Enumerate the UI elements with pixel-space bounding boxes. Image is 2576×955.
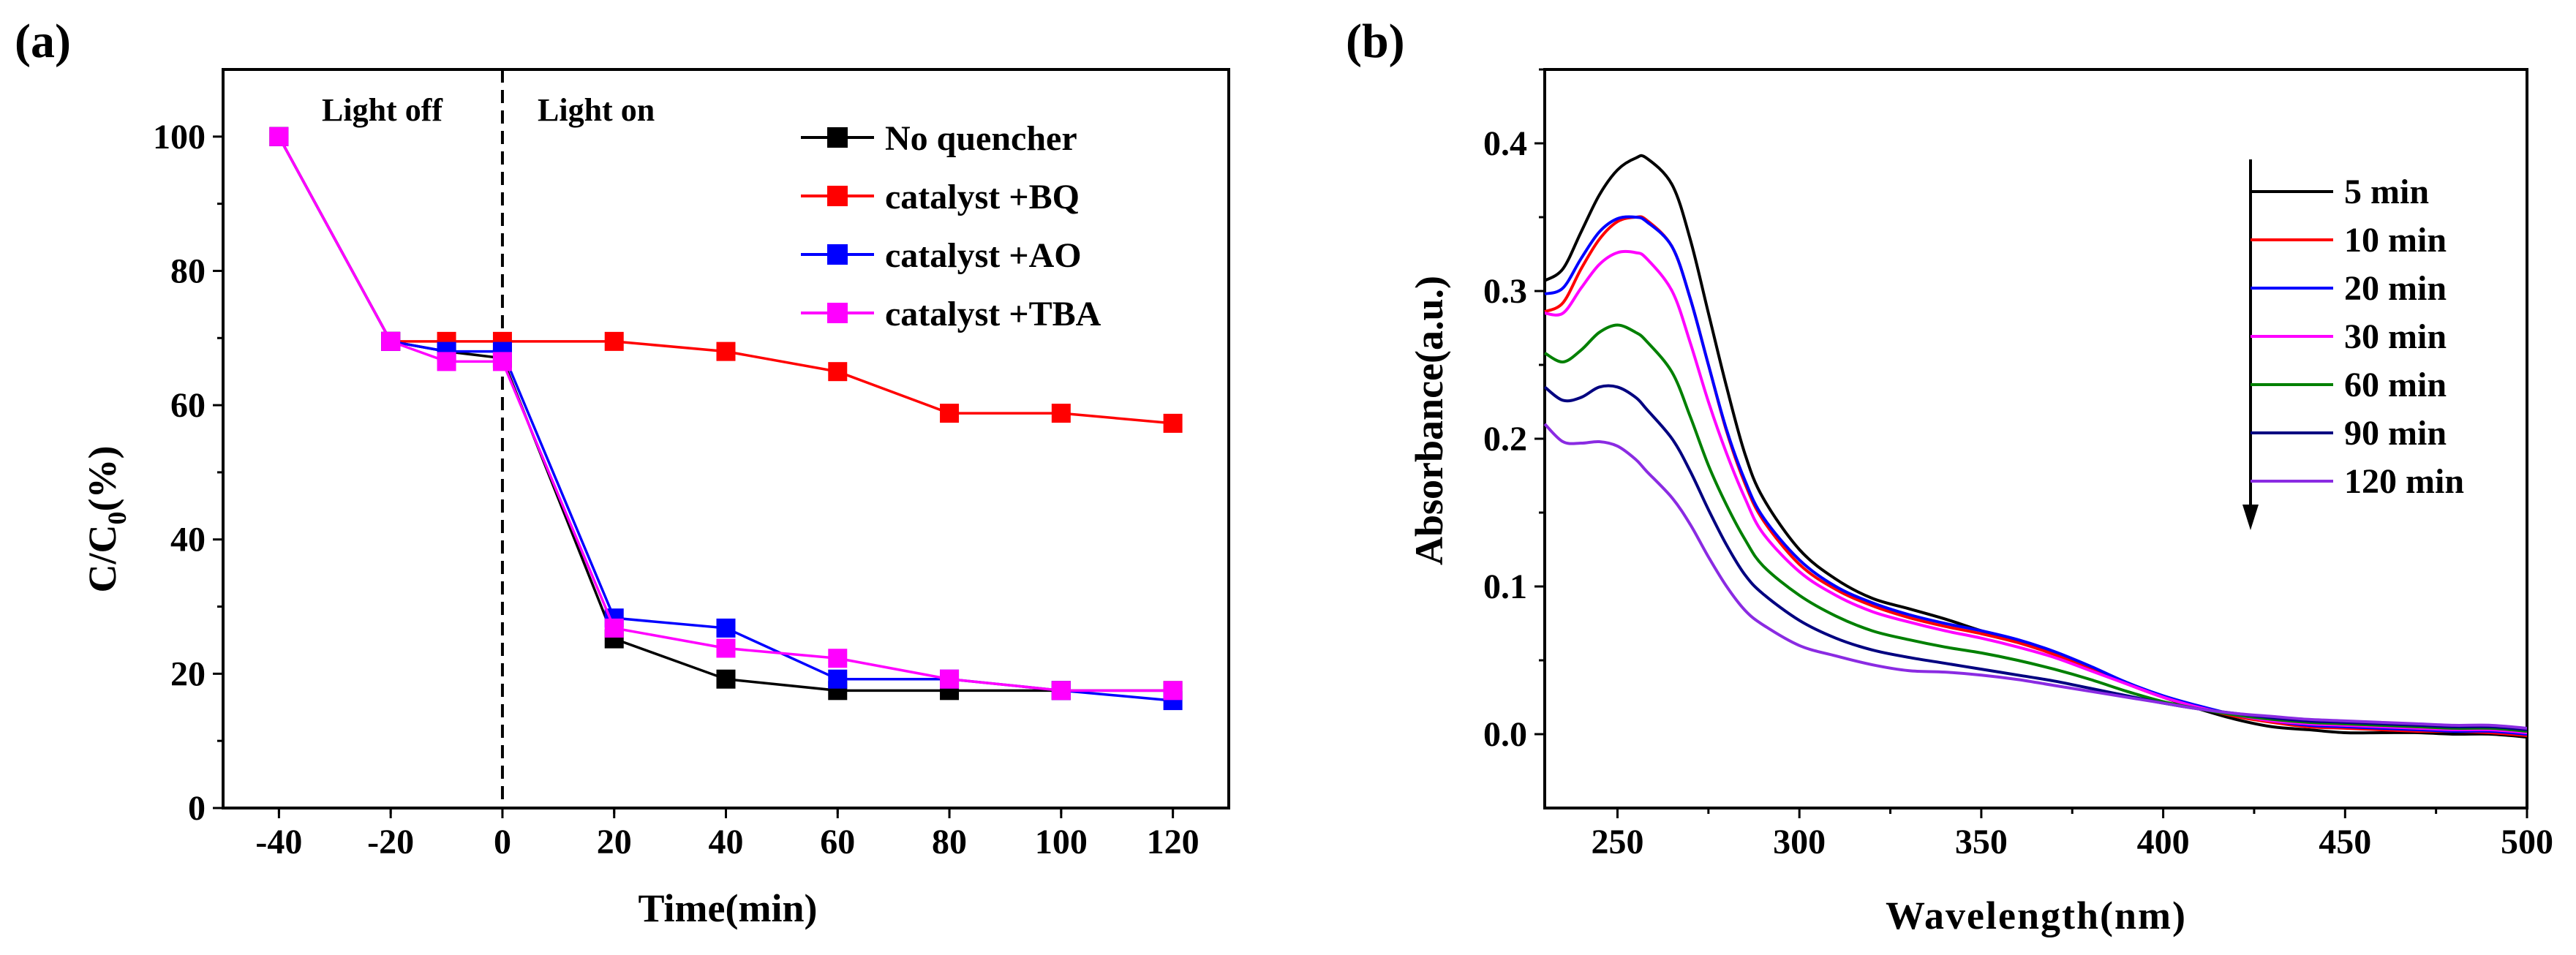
panel-a-series xyxy=(269,127,1183,711)
series-line-catalyst-tba xyxy=(277,135,1173,692)
spectrum-line-60-min xyxy=(1543,323,2528,733)
x-tick-label: 20 xyxy=(597,823,632,861)
x-tick-label: 350 xyxy=(1955,823,2008,861)
y-tick-label: 60 xyxy=(170,386,206,425)
legend-marker-bq xyxy=(827,186,848,206)
y-title-subscript: 0 xyxy=(102,511,132,524)
panel-a-axes: -40 -20 0 20 40 60 80 100 120 0 20 40 60 80 100 xyxy=(153,68,1230,861)
spectrum-line-20-min xyxy=(1544,215,2528,736)
y-tick-label: 40 xyxy=(170,521,206,559)
y-tick-label: 0.2 xyxy=(1483,420,1527,458)
panel-a-label: (a) xyxy=(15,15,71,68)
x-tick-label: 80 xyxy=(932,823,967,861)
data-point-catalyst-bq xyxy=(1163,413,1183,433)
data-point-catalyst-bq xyxy=(716,341,736,361)
y-tick-label: 80 xyxy=(170,252,206,290)
y-tick-label: 0.1 xyxy=(1483,567,1527,606)
data-point-catalyst-tba xyxy=(269,127,289,146)
series-line-catalyst-ao xyxy=(277,135,1173,702)
spectrum-line-5-min xyxy=(1543,154,2528,739)
data-point-catalyst-tba xyxy=(716,638,736,658)
x-tick-label: 400 xyxy=(2137,823,2190,861)
legend-label-120min: 120 min xyxy=(2344,462,2464,501)
y-tick-label: 0.4 xyxy=(1483,124,1527,163)
x-tick-label: 500 xyxy=(2501,823,2553,861)
x-tick-label: 40 xyxy=(709,823,744,861)
data-point-catalyst-bq xyxy=(828,362,848,382)
legend-label-bq: catalyst +BQ xyxy=(885,178,1080,216)
y-tick-label: 0.3 xyxy=(1483,272,1527,311)
legend-label-20min: 20 min xyxy=(2344,269,2447,308)
x-tick-label: 300 xyxy=(1773,823,1826,861)
data-point-catalyst-bq xyxy=(940,404,960,423)
data-point-catalyst-tba xyxy=(940,669,960,689)
data-point-catalyst-tba xyxy=(492,352,512,371)
data-point-catalyst-ao xyxy=(716,618,736,638)
x-tick-label: -40 xyxy=(255,823,302,861)
legend-marker-no-quencher xyxy=(827,127,848,148)
light-off-annotation: Light off xyxy=(322,92,443,128)
legend-label-no-quencher: No quencher xyxy=(885,119,1077,158)
data-point-catalyst-tba xyxy=(828,649,848,668)
panel-b-series xyxy=(1543,154,2528,739)
x-tick-label: 250 xyxy=(1591,823,1643,861)
data-point-catalyst-tba xyxy=(1051,681,1071,701)
x-tick-label: 60 xyxy=(820,823,855,861)
panel-a-y-axis-title: C/C0(%) xyxy=(80,446,132,593)
panel-b-absorbance-chart: (b) 250 300 350 400 450 500 0.0 0.1 0.2 0.3 0.4 5 … xyxy=(1346,15,2553,937)
data-point-catalyst-bq xyxy=(604,331,624,351)
data-point-catalyst-tba xyxy=(1163,681,1183,701)
x-tick-label: 0 xyxy=(494,823,511,861)
legend-label-10min: 10 min xyxy=(2344,221,2447,260)
series-line-catalyst-bq xyxy=(277,135,1173,425)
series-catalyst-tba xyxy=(269,127,1183,701)
data-point-catalyst-tba xyxy=(604,618,624,638)
data-point-no-quencher xyxy=(716,669,736,689)
y-title-unit: (%) xyxy=(80,446,124,512)
legend-marker-tba xyxy=(827,303,848,323)
legend-marker-ao xyxy=(827,244,848,265)
y-tick-label: 0.0 xyxy=(1483,715,1527,754)
y-tick-label: 100 xyxy=(153,118,206,156)
panel-b-legend: 5 min 10 min 20 min 30 min 60 min 90 min… xyxy=(2242,159,2464,530)
x-tick-label: -20 xyxy=(367,823,414,861)
data-point-catalyst-ao xyxy=(828,669,848,689)
legend-label-60min: 60 min xyxy=(2344,366,2447,404)
y-tick-label: 20 xyxy=(170,654,206,693)
panel-a-x-axis-title: Time(min) xyxy=(639,886,818,930)
data-point-catalyst-bq xyxy=(1051,404,1071,423)
spectrum-line-30-min xyxy=(1544,249,2528,734)
panel-b-x-axis-title: Wavelength(nm) xyxy=(1886,894,2187,937)
x-tick-label: 450 xyxy=(2319,823,2371,861)
legend-label-90min: 90 min xyxy=(2344,414,2447,453)
x-tick-label: 100 xyxy=(1035,823,1088,861)
data-point-catalyst-tba xyxy=(381,331,401,351)
panel-b-y-axis-title: Absorbance(a.u.) xyxy=(1407,276,1451,565)
legend-label-tba: catalyst +TBA xyxy=(885,295,1101,333)
spectrum-line-90-min xyxy=(1543,384,2528,731)
series-catalyst-bq xyxy=(269,127,1183,433)
panel-a-degradation-chart: (a) -40 -20 0 20 40 60 80 100 120 0 20 40 60 80 100 Li… xyxy=(15,15,1230,930)
legend-label-5min: 5 min xyxy=(2344,173,2429,211)
panel-b-label: (b) xyxy=(1346,15,1405,68)
y-tick-label: 0 xyxy=(188,789,206,828)
data-point-catalyst-tba xyxy=(437,352,456,371)
spectrum-line-120-min xyxy=(1543,423,2528,730)
panel-b-axes: 250 300 350 400 450 500 0.0 0.1 0.2 0.3 0.4 xyxy=(1483,68,2553,861)
legend-label-30min: 30 min xyxy=(2344,317,2447,356)
light-on-annotation: Light on xyxy=(538,92,655,128)
x-tick-label: 120 xyxy=(1147,823,1200,861)
y-title-main: C/C xyxy=(80,524,124,592)
legend-arrow-down-icon xyxy=(2242,505,2259,530)
panel-a-legend: No quencher catalyst +BQ catalyst +AO ca… xyxy=(801,119,1101,333)
legend-label-ao: catalyst +AO xyxy=(885,236,1082,275)
